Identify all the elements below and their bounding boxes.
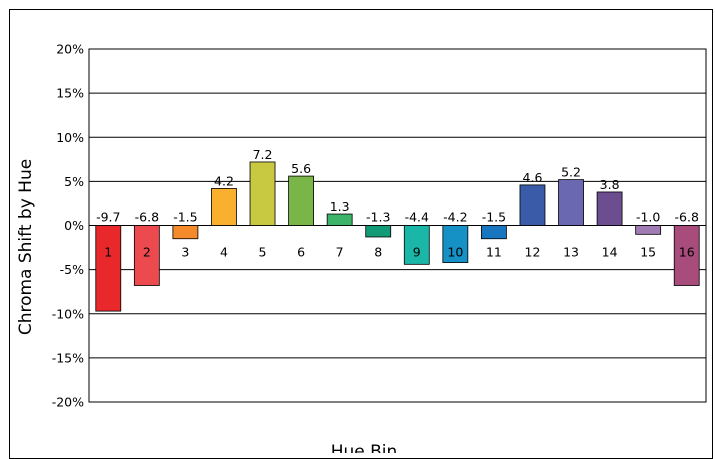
data-label: -9.7	[96, 210, 120, 225]
data-label: 7.2	[253, 147, 273, 162]
data-label: -6.8	[135, 210, 159, 225]
y-tick-label: -10%	[52, 306, 84, 321]
bar-10	[442, 225, 469, 263]
bar-14	[596, 191, 623, 226]
x-category-label: 15	[640, 245, 656, 260]
y-tick-label: 0%	[64, 218, 84, 233]
bar-3	[172, 225, 199, 240]
x-category-label: 11	[486, 245, 502, 260]
data-label: -1.5	[173, 210, 197, 225]
bar-7	[326, 213, 353, 226]
data-label: 4.6	[523, 170, 543, 185]
x-category-label: 3	[181, 245, 189, 260]
plot-area-border	[88, 48, 707, 403]
bar-1	[95, 225, 122, 312]
bar-2	[133, 225, 160, 286]
x-axis-title: Hue Bin	[331, 442, 398, 453]
data-label: -6.8	[675, 210, 699, 225]
data-label: 4.2	[214, 173, 234, 188]
x-category-label: 7	[336, 245, 344, 260]
x-category-label: 9	[413, 245, 421, 260]
x-category-label: 16	[679, 245, 695, 260]
x-category-label: 8	[374, 245, 382, 260]
x-category-label: 1	[104, 245, 112, 260]
data-label: 5.2	[561, 165, 581, 180]
data-label: 5.6	[291, 161, 311, 176]
bar-5	[249, 161, 276, 226]
x-category-label: 5	[259, 245, 267, 260]
data-label: -1.3	[366, 210, 390, 225]
bar-15	[635, 225, 662, 235]
y-tick-label: -15%	[52, 350, 84, 365]
bar-16	[673, 225, 700, 286]
data-labels: -9.7 -6.8 -1.5 4.2 7.2 5.6 1.3 -1.3 -4.4 -4.2 -1.5…	[96, 147, 699, 225]
x-category-label: 10	[447, 245, 463, 260]
data-label: -4.2	[443, 210, 467, 225]
data-label: -1.5	[482, 210, 506, 225]
x-category-label: 12	[525, 245, 541, 260]
bar-6	[288, 175, 314, 226]
y-tick-label: -5%	[60, 262, 84, 277]
data-label: -4.4	[405, 210, 429, 225]
bar-12	[519, 184, 546, 226]
y-tick-label: 20%	[56, 42, 84, 57]
data-label: 3.8	[600, 177, 620, 192]
bar-4	[211, 188, 237, 226]
bar-8	[365, 225, 392, 238]
y-tick-labels: 20% 15% 10% 5% 0% -5% -10% -15% -20%	[52, 42, 84, 410]
x-category-label: 4	[220, 245, 228, 260]
y-axis-title: Chroma Shift by Hue	[16, 159, 36, 335]
y-tick-label: -20%	[52, 395, 84, 410]
y-tick-label: 10%	[56, 130, 84, 145]
data-label: -1.0	[636, 210, 660, 225]
bar-11	[481, 225, 507, 240]
bars	[95, 161, 700, 312]
category-labels: 1 2 3 4 5 6 7 8 9 10 11 12 13 14 15 16	[104, 245, 694, 260]
x-category-label: 14	[602, 245, 618, 260]
y-tick-label: 15%	[56, 86, 84, 101]
data-label: 1.3	[330, 199, 350, 214]
x-category-label: 6	[297, 245, 305, 260]
x-category-label: 2	[143, 245, 151, 260]
bar-9	[403, 225, 430, 265]
y-tick-label: 5%	[64, 174, 84, 189]
bar-13	[558, 179, 584, 226]
x-category-label: 13	[563, 245, 579, 260]
